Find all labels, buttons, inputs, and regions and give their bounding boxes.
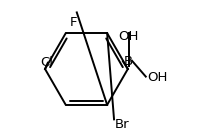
Text: F: F bbox=[70, 16, 77, 29]
Text: OH: OH bbox=[118, 30, 139, 43]
Text: OH: OH bbox=[147, 71, 167, 84]
Text: Cl: Cl bbox=[40, 56, 53, 69]
Text: B: B bbox=[124, 55, 133, 68]
Text: Br: Br bbox=[115, 118, 129, 131]
